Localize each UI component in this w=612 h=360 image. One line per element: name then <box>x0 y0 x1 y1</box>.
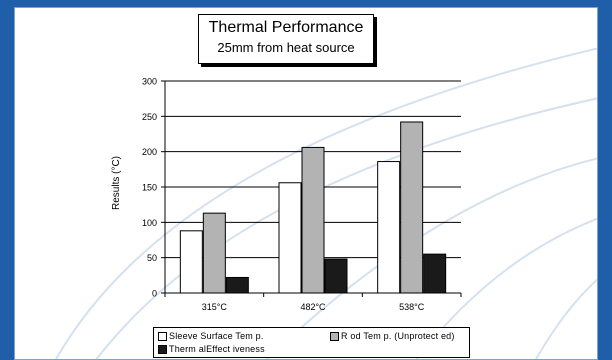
legend-item-sleeve: Sleeve Surface Tem p. <box>158 331 264 341</box>
y-tick-label: 0 <box>152 289 157 299</box>
chart-panel: 0 50 100 150 200 250 300 315°C 482°C 538°C Result… <box>14 7 598 360</box>
legend-label-effectiveness: Therm alEffect iveness <box>169 344 265 354</box>
legend-swatch-sleeve <box>158 331 167 341</box>
y-tick-label: 50 <box>147 253 157 263</box>
bars <box>179 121 447 294</box>
y-tick-label: 100 <box>142 218 157 228</box>
legend-label-sleeve: Sleeve Surface Tem p. <box>169 331 264 341</box>
bar-0-2 <box>377 161 401 294</box>
x-tick-label: 482°C <box>300 302 326 312</box>
x-tick-label: 538°C <box>399 302 425 312</box>
bar-2-1 <box>324 258 348 294</box>
bar-1-2 <box>400 121 424 294</box>
legend-label-rod: R od Tem p. (Unprotect ed) <box>341 331 455 341</box>
chart-subtitle: 25mm from heat source <box>217 40 355 55</box>
chart-legend: Sleeve Surface Tem p. R od Tem p. (Unpro… <box>153 327 470 358</box>
bar-2-2 <box>423 253 447 294</box>
legend-item-effectiveness: Therm alEffect iveness <box>158 344 265 354</box>
y-tick-label: 150 <box>142 183 157 193</box>
legend-item-rod: R od Tem p. (Unprotect ed) <box>330 331 455 341</box>
x-tick-label: 315°C <box>202 302 228 312</box>
y-tick-label: 250 <box>142 112 157 122</box>
bar-1-0 <box>202 212 226 294</box>
y-axis-label: Results (°C) <box>111 156 122 210</box>
bar-chart: 0 50 100 150 200 250 300 315°C 482°C 538°C Result… <box>111 77 462 312</box>
bar-0-0 <box>179 230 203 294</box>
bar-1-1 <box>301 146 325 294</box>
axes: 0 50 100 150 200 250 300 315°C 482°C 538°C <box>142 77 462 312</box>
bar-2-0 <box>225 276 249 294</box>
legend-swatch-effectiveness <box>158 344 167 354</box>
y-tick-label: 300 <box>142 77 157 87</box>
bar-0-1 <box>278 182 302 294</box>
y-tick-label: 200 <box>142 147 157 157</box>
chart-title: Thermal Performance <box>208 19 364 36</box>
chart-title-box: Thermal Performance 25mm from heat sourc… <box>198 14 374 64</box>
legend-swatch-rod <box>330 331 339 341</box>
